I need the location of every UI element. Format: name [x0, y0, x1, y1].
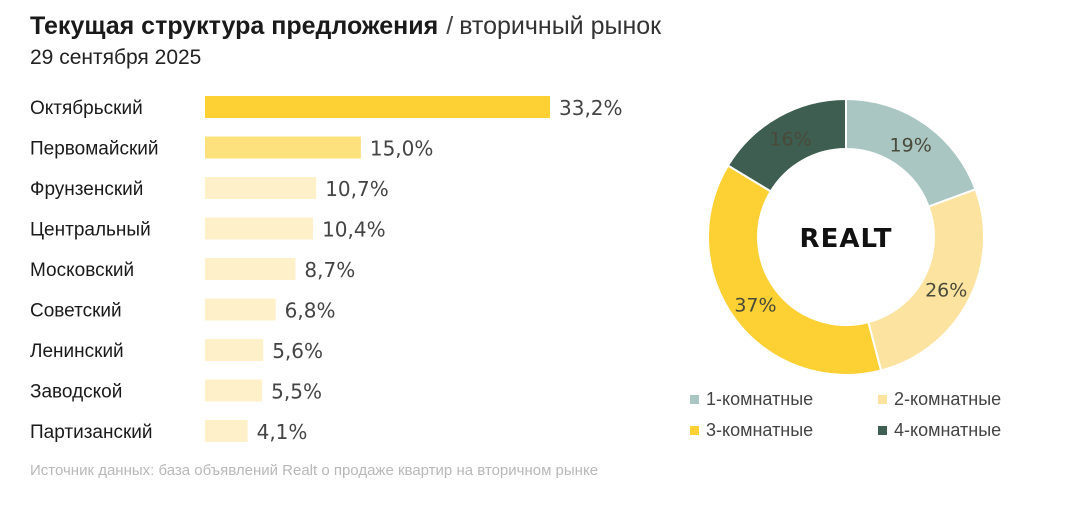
legend-label: 1-комнатные: [706, 389, 814, 409]
bar-value-label: 10,4%: [322, 218, 386, 242]
source-note: Источник данных: база объявлений Realt о…: [30, 462, 599, 479]
legend-swatch: [690, 395, 699, 404]
bar: [205, 177, 317, 199]
bar: [205, 420, 248, 442]
legend-item: 1-комнатные: [690, 389, 813, 410]
donut-slice-label: 16%: [769, 129, 811, 151]
chart-date: 29 сентября 2025: [30, 46, 202, 69]
legend-item: 3-комнатные: [690, 420, 813, 441]
bar: [205, 96, 550, 118]
bar-category-label: Московский: [30, 260, 134, 281]
legend-label: 2-комнатные: [894, 389, 1002, 409]
bar-category-label: Первомайский: [30, 139, 159, 160]
bar: [205, 298, 276, 321]
legend-item: 4-комнатные: [878, 420, 1001, 441]
title-row: Текущая структура предложения / вторичный …: [30, 10, 661, 42]
bar-category-label: Фрунзенский: [30, 179, 143, 200]
bar-value-label: 4,1%: [257, 420, 308, 444]
bar-category-label: Ленинский: [30, 341, 124, 362]
bar: [205, 136, 361, 159]
bar: [205, 258, 296, 280]
donut-slice-label: 37%: [734, 295, 776, 317]
bar-value-label: 6,8%: [285, 299, 336, 323]
donut-slice-label: 26%: [925, 279, 967, 301]
legend-swatch: [690, 426, 699, 435]
donut-slice-label: 19%: [890, 134, 932, 156]
chart-header: Текущая структура предложения / вторичный …: [30, 10, 661, 72]
legend-item: 2-комнатные: [878, 389, 1001, 410]
bar-value-label: 8,7%: [304, 258, 355, 282]
title-separator: /: [446, 12, 454, 40]
bar-category-label: Советский: [30, 301, 122, 322]
district-bar-chart: Октябрьский 33,2% Первомайский 15,0% Фрунзен…: [30, 96, 623, 444]
bar-value-label: 15,0%: [370, 137, 434, 161]
bar-value-label: 33,2%: [559, 96, 623, 120]
bar-value-label: 10,7%: [325, 177, 389, 201]
bar-value-label: 5,6%: [272, 339, 323, 363]
donut-slice: [707, 164, 883, 376]
bar-category-label: Заводской: [30, 382, 122, 403]
donut-slice: [867, 188, 985, 372]
legend-swatch: [878, 426, 887, 435]
bar: [205, 217, 314, 240]
legend-swatch: [878, 395, 887, 404]
legend-label: 4-комнатные: [894, 420, 1002, 440]
realt-logo: REALT: [800, 224, 893, 254]
bar-category-label: Партизанский: [30, 422, 153, 443]
chart-subtitle: вторичный рынок: [459, 12, 662, 40]
room-count-donut-chart: 19% 26% 37% 16% REALT: [707, 97, 985, 376]
bar: [205, 379, 263, 402]
bar-value-label: 5,5%: [271, 380, 322, 404]
bar-category-label: Октябрьский: [30, 98, 143, 119]
chart-title: Текущая структура предложения: [30, 12, 439, 40]
bar: [205, 339, 264, 361]
legend-label: 3-комнатные: [706, 420, 814, 440]
donut-slice: [726, 97, 847, 193]
bar-category-label: Центральный: [30, 220, 151, 241]
